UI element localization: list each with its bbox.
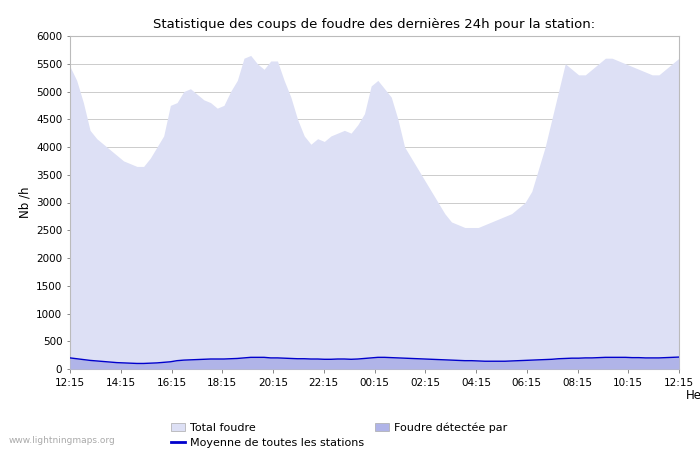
Legend: Total foudre, Moyenne de toutes les stations, Foudre détectée par: Total foudre, Moyenne de toutes les stat… [167, 418, 512, 450]
Title: Statistique des coups de foudre des dernières 24h pour la station:: Statistique des coups de foudre des dern… [153, 18, 596, 31]
X-axis label: Heure: Heure [685, 389, 700, 402]
Text: www.lightningmaps.org: www.lightningmaps.org [8, 436, 115, 445]
Y-axis label: Nb /h: Nb /h [19, 187, 32, 218]
